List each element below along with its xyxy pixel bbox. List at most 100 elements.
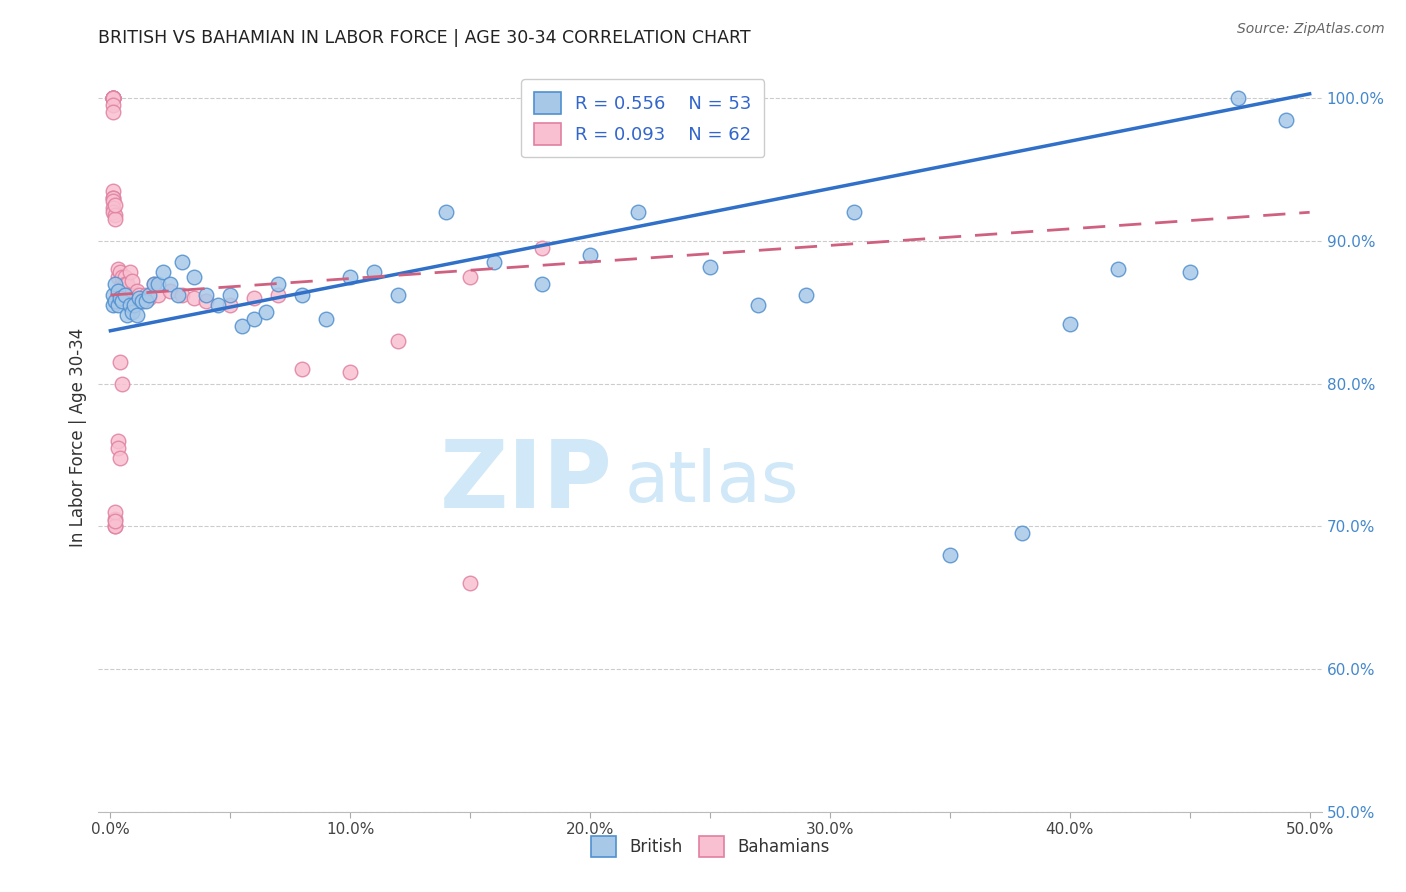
Point <box>101 298 124 312</box>
Point <box>125 284 148 298</box>
Point <box>108 284 131 298</box>
Point <box>101 105 124 120</box>
Point <box>387 288 409 302</box>
Point <box>128 291 150 305</box>
Text: atlas: atlas <box>624 448 799 516</box>
Point <box>101 288 124 302</box>
Y-axis label: In Labor Force | Age 30-34: In Labor Force | Age 30-34 <box>69 327 87 547</box>
Point <box>166 288 188 302</box>
Point <box>101 191 124 205</box>
Point <box>135 288 157 302</box>
Point <box>128 288 150 302</box>
Point <box>104 512 127 526</box>
Point <box>207 298 229 312</box>
Point <box>291 362 314 376</box>
Point <box>107 441 129 455</box>
Point <box>101 205 124 219</box>
Point <box>101 201 124 215</box>
Point <box>101 91 124 105</box>
Legend: British, Bahamians: British, Bahamians <box>583 830 837 863</box>
Point <box>121 274 143 288</box>
Point <box>114 277 136 291</box>
Point <box>108 291 131 305</box>
Point <box>363 265 385 279</box>
Point <box>1274 112 1296 127</box>
Point <box>183 269 205 284</box>
Point <box>111 376 134 391</box>
Point <box>118 298 141 312</box>
Text: Source: ZipAtlas.com: Source: ZipAtlas.com <box>1237 22 1385 37</box>
Text: ZIP: ZIP <box>439 436 612 528</box>
Point <box>172 255 194 269</box>
Point <box>101 91 124 105</box>
Point <box>104 208 127 222</box>
Point <box>152 265 174 279</box>
Point <box>101 91 124 105</box>
Point <box>108 450 131 465</box>
Point <box>939 548 962 562</box>
Point <box>104 198 127 212</box>
Point <box>107 262 129 277</box>
Point <box>579 248 602 262</box>
Point <box>243 312 266 326</box>
Point <box>121 305 143 319</box>
Point <box>115 308 138 322</box>
Point <box>108 265 131 279</box>
Point <box>101 91 124 105</box>
Point <box>142 277 165 291</box>
Point <box>107 298 129 312</box>
Point <box>115 277 138 291</box>
Point <box>104 519 127 533</box>
Point <box>339 365 361 379</box>
Point <box>111 277 134 291</box>
Point <box>219 288 242 302</box>
Point <box>104 514 127 528</box>
Point <box>142 277 165 291</box>
Point <box>1059 317 1081 331</box>
Point <box>219 298 242 312</box>
Point <box>267 277 290 291</box>
Point <box>118 265 141 279</box>
Point <box>339 269 361 284</box>
Point <box>1011 526 1033 541</box>
Point <box>104 277 127 291</box>
Point <box>101 191 124 205</box>
Point <box>195 288 218 302</box>
Point <box>1226 91 1249 105</box>
Point <box>531 277 554 291</box>
Point <box>138 291 160 305</box>
Point <box>107 284 129 298</box>
Point <box>482 255 505 269</box>
Point <box>131 293 153 308</box>
Text: BRITISH VS BAHAMIAN IN LABOR FORCE | AGE 30-34 CORRELATION CHART: BRITISH VS BAHAMIAN IN LABOR FORCE | AGE… <box>98 29 751 47</box>
Point <box>148 288 170 302</box>
Point <box>101 91 124 105</box>
Point <box>104 505 127 519</box>
Point <box>794 288 817 302</box>
Point <box>114 288 136 302</box>
Point <box>138 288 160 302</box>
Point <box>195 293 218 308</box>
Point <box>291 288 314 302</box>
Point <box>108 355 131 369</box>
Point <box>315 312 337 326</box>
Point <box>387 334 409 348</box>
Point <box>159 284 181 298</box>
Point <box>101 91 124 105</box>
Point <box>172 288 194 302</box>
Point <box>101 91 124 105</box>
Point <box>125 308 148 322</box>
Point <box>104 212 127 227</box>
Point <box>159 277 181 291</box>
Point <box>107 434 129 448</box>
Point <box>699 260 721 274</box>
Point <box>114 269 136 284</box>
Point <box>531 241 554 255</box>
Point <box>107 291 129 305</box>
Point <box>124 298 146 312</box>
Point <box>1107 262 1129 277</box>
Point <box>131 293 153 308</box>
Point <box>101 98 124 112</box>
Point <box>107 269 129 284</box>
Point <box>458 269 481 284</box>
